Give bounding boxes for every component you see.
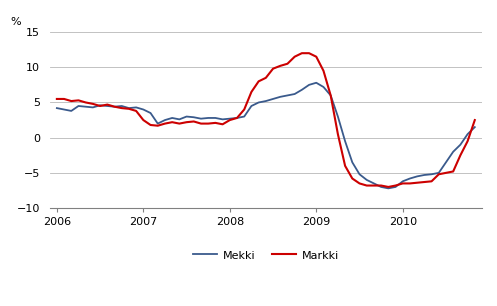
Mekki — [313, 81, 319, 84]
Line: Mekki: Mekki — [57, 83, 475, 188]
Mekki — [68, 109, 74, 113]
Text: %: % — [11, 17, 21, 27]
Markki — [472, 118, 478, 122]
Markki — [68, 99, 74, 103]
Mekki — [97, 103, 103, 107]
Mekki — [364, 178, 370, 182]
Markki — [299, 51, 305, 55]
Mekki — [162, 118, 168, 122]
Markki — [385, 185, 391, 189]
Markki — [162, 122, 168, 125]
Mekki — [54, 106, 60, 110]
Legend: Mekki, Markki: Mekki, Markki — [188, 245, 343, 265]
Markki — [119, 106, 125, 110]
Mekki — [385, 187, 391, 190]
Line: Markki: Markki — [57, 53, 475, 187]
Mekki — [119, 104, 125, 108]
Markki — [97, 104, 103, 108]
Mekki — [472, 125, 478, 129]
Markki — [270, 67, 276, 70]
Mekki — [270, 97, 276, 101]
Markki — [54, 97, 60, 101]
Markki — [364, 184, 370, 187]
